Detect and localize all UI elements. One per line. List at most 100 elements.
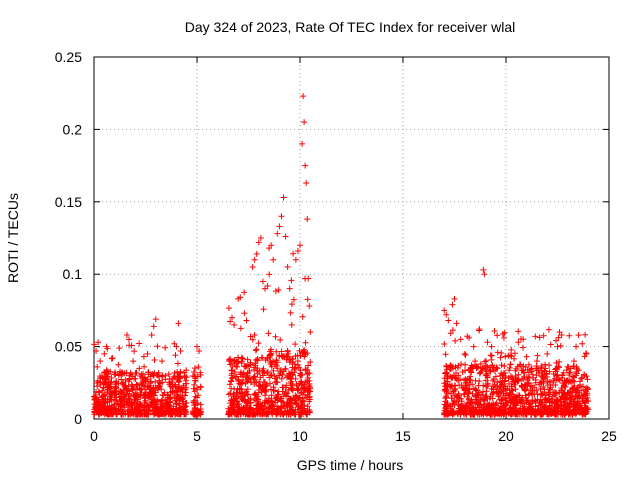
data-point [162, 407, 169, 414]
data-point [158, 373, 165, 380]
data-point [512, 395, 519, 402]
data-point [486, 406, 493, 413]
data-point [97, 358, 104, 365]
data-point [235, 400, 242, 407]
data-point [91, 341, 98, 348]
data-point [441, 307, 448, 314]
data-point [493, 364, 500, 371]
data-point [503, 401, 510, 408]
data-point [510, 395, 517, 402]
data-point [120, 379, 127, 386]
data-point [138, 371, 145, 378]
data-point [518, 375, 525, 382]
data-point [468, 399, 475, 406]
data-point [225, 405, 232, 412]
data-point [299, 140, 306, 147]
data-point [194, 394, 201, 401]
data-point [195, 364, 202, 371]
data-point [243, 317, 250, 324]
data-point [134, 394, 141, 401]
data-point [575, 332, 582, 339]
data-point [304, 350, 311, 357]
data-point [512, 386, 519, 393]
y-tick-label: 0.1 [63, 266, 83, 282]
data-point [158, 358, 165, 365]
data-point [191, 368, 198, 375]
data-point [291, 361, 298, 368]
data-point [546, 395, 553, 402]
data-point [451, 372, 458, 379]
data-point [552, 381, 559, 388]
data-point [494, 406, 501, 413]
data-point [238, 405, 245, 412]
data-point [151, 392, 158, 399]
data-point [583, 384, 590, 391]
data-point [135, 407, 142, 414]
data-point [120, 395, 127, 402]
data-point [493, 399, 500, 406]
data-point [472, 386, 479, 393]
data-point [247, 399, 254, 406]
data-point [131, 348, 138, 355]
data-point [460, 390, 467, 397]
data-point [469, 365, 476, 372]
data-point [275, 388, 282, 395]
data-point [517, 335, 524, 342]
data-point [562, 399, 569, 406]
data-point [154, 409, 161, 416]
data-point [175, 379, 182, 385]
data-point [552, 398, 559, 405]
data-point [108, 390, 115, 397]
data-point [241, 310, 248, 317]
data-point [265, 409, 272, 416]
data-point [153, 404, 160, 411]
data-point [118, 409, 125, 416]
data-point [94, 363, 101, 370]
data-point [508, 409, 515, 416]
data-point [498, 400, 505, 407]
data-point [228, 397, 235, 404]
data-point [239, 396, 246, 403]
data-point [453, 375, 460, 382]
data-point [453, 398, 460, 405]
data-point [137, 393, 144, 400]
data-point [276, 223, 283, 230]
data-point [521, 369, 528, 376]
data-point [288, 277, 295, 284]
data-point [563, 405, 570, 412]
data-point [144, 350, 151, 357]
data-point [298, 403, 305, 410]
data-point [504, 399, 511, 406]
data-point [91, 406, 98, 413]
data-point [141, 375, 148, 382]
data-point [581, 390, 588, 397]
data-point [288, 378, 295, 385]
data-point [480, 266, 487, 273]
data-point [228, 385, 235, 392]
data-point [137, 411, 144, 418]
data-point [112, 397, 119, 404]
data-point [292, 256, 299, 263]
data-point [500, 370, 507, 377]
data-point [268, 398, 275, 405]
data-point [243, 388, 250, 395]
data-point [278, 213, 285, 220]
data-point [294, 248, 301, 255]
data-point [449, 408, 456, 415]
data-point [107, 379, 114, 386]
data-point [490, 405, 497, 412]
data-point [250, 374, 257, 381]
y-tick-label: 0 [74, 411, 82, 427]
data-point [117, 406, 124, 413]
data-point [562, 383, 569, 390]
data-point [521, 386, 528, 393]
data-point [301, 385, 308, 392]
data-point [536, 370, 543, 377]
data-point [501, 363, 508, 370]
data-point [121, 383, 128, 390]
data-point [566, 332, 573, 339]
data-point [243, 372, 250, 379]
data-point [102, 374, 109, 381]
data-point [553, 359, 560, 366]
data-point [512, 379, 519, 386]
